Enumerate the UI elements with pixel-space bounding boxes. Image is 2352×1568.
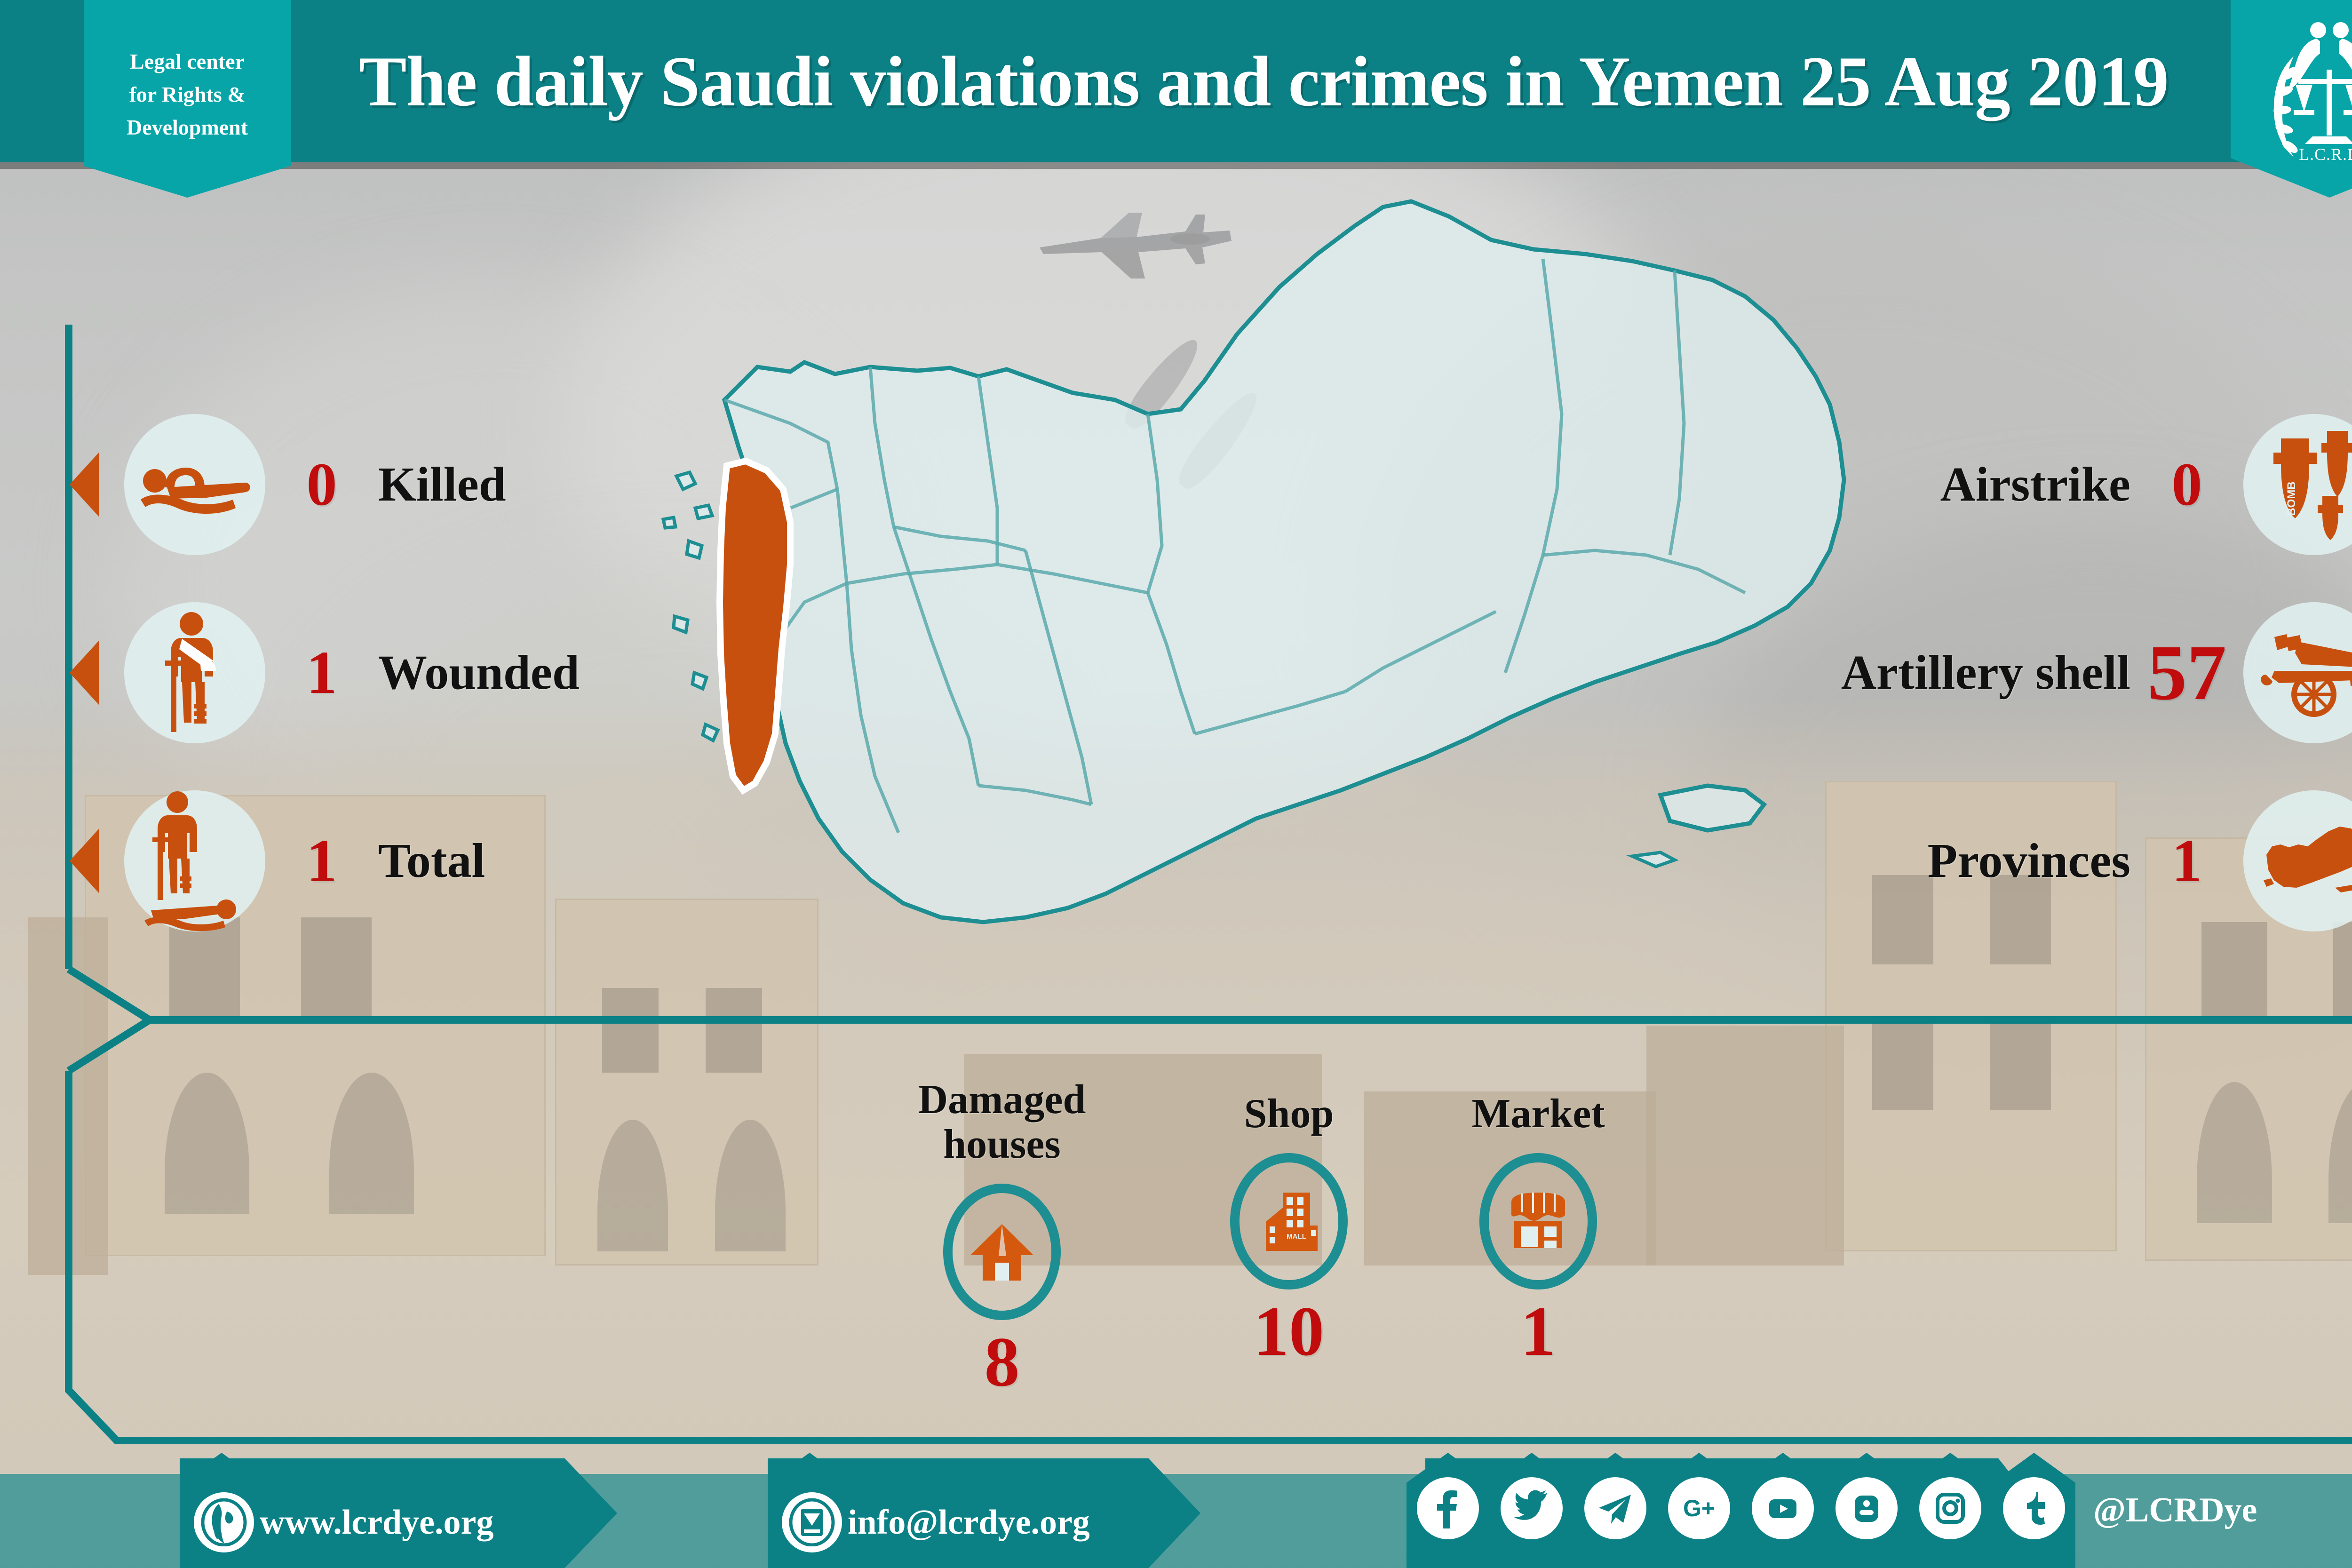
house-icon bbox=[970, 1224, 1033, 1281]
telegram-icon[interactable] bbox=[1584, 1477, 1646, 1539]
damage-value-houses: 8 bbox=[984, 1323, 1020, 1401]
damage-item-houses[interactable]: Damaged houses 8 bbox=[908, 1077, 1096, 1397]
yemen-map bbox=[661, 199, 1846, 924]
org-name-line1: Legal center bbox=[130, 49, 245, 73]
arrow-left-icon bbox=[70, 829, 99, 893]
stat-value-total: 1 bbox=[306, 827, 337, 895]
email-address: info@lcrdye.org bbox=[848, 1503, 1090, 1542]
damage-label-line1: Shop bbox=[1244, 1091, 1334, 1137]
instagram-icon[interactable] bbox=[1919, 1477, 1981, 1539]
tumblr-icon[interactable] bbox=[2003, 1477, 2065, 1539]
scales-of-justice-icon: L.C.R.D bbox=[2273, 22, 2352, 164]
globe-icon bbox=[194, 1492, 254, 1552]
mall-sign-label: MALL bbox=[1287, 1233, 1306, 1241]
website-url: www.lcrdye.org bbox=[260, 1503, 494, 1542]
header-shadow bbox=[0, 162, 2352, 169]
stat-value-airstrike: 0 bbox=[2171, 451, 2202, 518]
social-handle: @LCRDye bbox=[2093, 1491, 2257, 1529]
blogger-icon[interactable] bbox=[1836, 1477, 1898, 1539]
arrow-left-icon bbox=[70, 641, 99, 705]
lcrd-logo: L.C.R.D bbox=[2231, 0, 2352, 198]
damage-label-market: Market bbox=[1449, 1091, 1628, 1136]
mall-building-icon-ring: MALL bbox=[1230, 1153, 1348, 1290]
website-link[interactable]: www.lcrdye.org bbox=[194, 1492, 493, 1552]
bomb-label: BOMB bbox=[2285, 481, 2298, 516]
stat-value-artillery: 57 bbox=[2147, 629, 2226, 716]
stat-row-airstrike[interactable]: BOMB 0 Airstrike bbox=[1940, 414, 2352, 555]
stat-row-total[interactable]: 1 Total bbox=[70, 790, 485, 931]
cannon-icon bbox=[2243, 602, 2352, 743]
stat-value-wounded: 1 bbox=[306, 639, 337, 707]
envelope-icon bbox=[782, 1492, 842, 1552]
stat-row-killed[interactable]: 0 Killed bbox=[70, 414, 506, 555]
org-ribbon-text: Legal center for Rights & Development bbox=[84, 45, 291, 144]
damage-label-houses: Damaged houses bbox=[908, 1077, 1096, 1167]
googleplus-icon[interactable]: G+ bbox=[1668, 1477, 1730, 1539]
arrow-left-icon bbox=[70, 453, 99, 517]
damage-item-shop[interactable]: Shop MALL 10 bbox=[1204, 1091, 1374, 1367]
stat-row-artillery[interactable]: 57 Artillery shell bbox=[1841, 602, 2352, 743]
page-title: The daily Saudi violations and crimes in… bbox=[359, 41, 2169, 121]
stat-label-wounded: Wounded bbox=[378, 645, 580, 700]
damage-label-line1: Damaged bbox=[918, 1077, 1086, 1122]
yemen-map-icon bbox=[2243, 790, 2352, 931]
twitter-icon[interactable] bbox=[1501, 1477, 1563, 1539]
header-bar: The daily Saudi violations and crimes in… bbox=[0, 0, 2352, 169]
damage-label-shop: Shop bbox=[1204, 1091, 1374, 1136]
casualty-total-icon bbox=[124, 790, 265, 931]
damage-value-shop: 10 bbox=[1254, 1292, 1324, 1371]
stat-label-killed: Killed bbox=[378, 457, 506, 512]
org-name-line3: Development bbox=[126, 115, 248, 139]
damage-item-market[interactable]: Market 1 bbox=[1449, 1091, 1628, 1367]
stat-row-wounded[interactable]: 1 Wounded bbox=[70, 602, 580, 743]
fighter-jet-icon bbox=[1040, 213, 1232, 279]
dead-body-icon bbox=[124, 414, 265, 555]
wounded-person-icon bbox=[124, 602, 265, 743]
svg-text:G+: G+ bbox=[1683, 1495, 1715, 1521]
damage-label-line2: houses bbox=[943, 1122, 1061, 1168]
stat-label-artillery: Artillery shell bbox=[1841, 645, 2130, 700]
org-ribbon: Legal center for Rights & Development bbox=[84, 0, 291, 198]
stat-label-total: Total bbox=[378, 834, 485, 888]
stat-value-provinces: 1 bbox=[2171, 827, 2202, 895]
damage-value-market: 1 bbox=[1520, 1292, 1556, 1371]
email-link[interactable]: info@lcrdye.org bbox=[782, 1492, 1090, 1552]
stat-row-provinces[interactable]: 1 Provinces bbox=[1928, 790, 2352, 931]
market-stall-icon bbox=[1511, 1193, 1565, 1249]
facebook-icon[interactable] bbox=[1417, 1477, 1479, 1539]
logo-acronym: L.C.R.D bbox=[2299, 145, 2352, 164]
stat-value-killed: 0 bbox=[306, 451, 337, 518]
bomb-icon: BOMB bbox=[2243, 414, 2352, 555]
house-icon-ring bbox=[943, 1184, 1061, 1321]
damage-label-line1: Market bbox=[1471, 1091, 1605, 1137]
highlighted-province-al-hudaydah bbox=[716, 457, 794, 795]
market-stall-icon-ring bbox=[1479, 1153, 1597, 1290]
stat-label-provinces: Provinces bbox=[1927, 834, 2130, 888]
mall-building-icon: MALL bbox=[1266, 1193, 1318, 1251]
youtube-icon[interactable] bbox=[1752, 1477, 1814, 1539]
stat-label-airstrike: Airstrike bbox=[1940, 457, 2130, 512]
org-name-line2: for Rights & bbox=[129, 82, 246, 106]
